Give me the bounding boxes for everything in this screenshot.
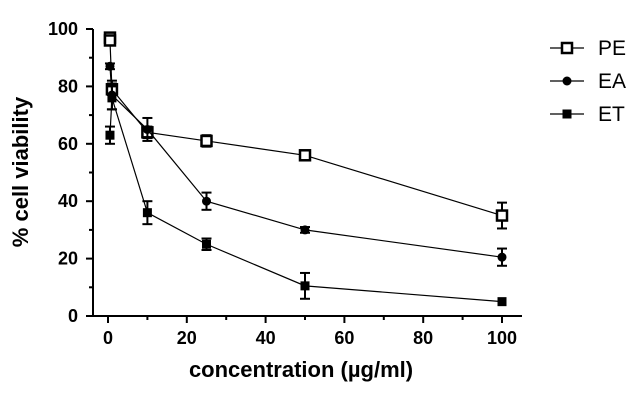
y-tick-label: 40 <box>58 191 78 211</box>
legend: PE EA ET <box>550 37 626 126</box>
x-axis-title: concentration (µg/ml) <box>189 357 413 382</box>
data-point-ea <box>105 61 115 71</box>
series-ea <box>104 61 507 267</box>
data-point-et <box>107 93 117 103</box>
data-point-et <box>105 130 115 140</box>
data-point-pe <box>103 34 117 47</box>
x-tick-label: 60 <box>334 328 354 348</box>
legend-marker-ea <box>562 76 572 86</box>
legend-label-et: ET <box>598 103 625 126</box>
legend-marker-pe <box>560 41 574 55</box>
y-tick-label: 20 <box>58 249 78 269</box>
y-tick-label: 100 <box>48 19 78 39</box>
y-axis-title: % cell viability <box>8 96 33 247</box>
series-line-et <box>109 97 503 303</box>
y-ticks: 0 20 40 60 80 100 <box>48 19 93 326</box>
data-point-ea <box>202 196 211 206</box>
legend-label-pe: PE <box>598 37 626 60</box>
legend-marker-et <box>562 109 572 119</box>
data-point-ea <box>142 124 152 134</box>
data-point-ea <box>300 225 310 235</box>
x-tick-label: 0 <box>103 328 113 348</box>
y-tick-label: 80 <box>58 76 78 96</box>
data-point-et <box>497 297 507 307</box>
data-point-pe <box>298 149 312 162</box>
legend-label-ea: EA <box>598 70 626 93</box>
series-line-pe <box>109 37 503 217</box>
series-pe <box>103 31 509 230</box>
series-et <box>104 85 507 307</box>
data-point-pe <box>200 134 213 148</box>
y-tick-label: 60 <box>58 134 78 154</box>
x-ticks: 0 20 40 60 80 100 <box>103 316 517 348</box>
data-point-et <box>300 281 310 291</box>
y-tick-label: 0 <box>68 306 78 326</box>
series-layer <box>103 31 509 307</box>
data-point-et <box>142 208 152 218</box>
x-tick-label: 100 <box>487 328 517 348</box>
data-point-ea <box>497 252 507 262</box>
x-tick-label: 40 <box>256 328 276 348</box>
data-point-pe <box>495 209 509 222</box>
x-tick-label: 20 <box>177 328 197 348</box>
data-point-et <box>202 239 211 249</box>
x-tick-label: 80 <box>413 328 433 348</box>
